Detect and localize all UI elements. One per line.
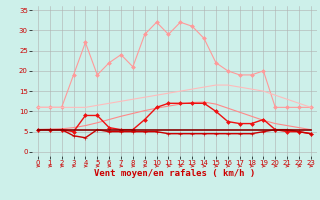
X-axis label: Vent moyen/en rafales ( km/h ): Vent moyen/en rafales ( km/h ): [94, 169, 255, 178]
